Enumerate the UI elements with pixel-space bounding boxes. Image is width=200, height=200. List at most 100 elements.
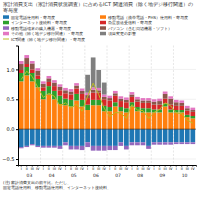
bar xyxy=(135,129,140,142)
bar xyxy=(113,91,118,93)
legend-label: 移動電話端末の購入機器・寄与度 xyxy=(11,26,71,31)
bar xyxy=(85,105,90,110)
bar xyxy=(141,98,146,100)
notes: (注) 家計消費支出の前年比。ただし、固定電話使用料、移動電話使用料、インターネ… xyxy=(3,180,111,190)
bar xyxy=(113,102,118,106)
x-tick-label: II xyxy=(70,167,72,171)
bar xyxy=(80,91,85,94)
bar xyxy=(85,75,90,93)
x-tick-label: IV xyxy=(191,167,195,171)
x-tick: IV xyxy=(169,165,173,171)
bar xyxy=(47,146,52,148)
bar xyxy=(118,99,123,101)
bar xyxy=(35,68,40,70)
grid xyxy=(18,69,196,159)
bar-series xyxy=(19,129,195,147)
y-tick: 0.5 xyxy=(7,96,18,102)
bar xyxy=(152,105,157,110)
bar xyxy=(102,111,107,129)
x-tick: I xyxy=(109,165,110,171)
x-tick: II xyxy=(181,165,183,171)
x-tick-label: I xyxy=(109,167,110,171)
x-tick: IV xyxy=(80,165,84,171)
bar xyxy=(74,86,79,89)
bar xyxy=(41,146,46,148)
bar xyxy=(130,92,135,94)
bar xyxy=(96,88,101,90)
bar xyxy=(30,69,35,73)
bar xyxy=(85,142,90,147)
bar xyxy=(69,100,74,107)
x-tick-label: II xyxy=(114,167,116,171)
x-tick: II xyxy=(48,165,50,171)
bar xyxy=(58,146,63,149)
x-tick-label: II xyxy=(159,167,161,171)
bar xyxy=(41,84,46,88)
bar xyxy=(35,87,40,129)
legend-swatch xyxy=(100,32,106,36)
bar xyxy=(124,100,129,102)
x-tick-label: I xyxy=(87,167,88,171)
x-tick-label: I xyxy=(43,167,44,171)
bar-series xyxy=(19,58,195,112)
x-tick-label: III xyxy=(53,167,56,171)
bar xyxy=(118,129,123,142)
bar-series xyxy=(19,67,195,118)
bar xyxy=(58,90,63,95)
bar xyxy=(168,109,173,112)
bar xyxy=(185,106,190,108)
x-tick-label: III xyxy=(186,167,189,171)
bar xyxy=(63,142,68,145)
bar xyxy=(96,70,101,88)
bar xyxy=(80,129,85,146)
y-tick-mark xyxy=(16,129,18,130)
bar xyxy=(52,146,57,148)
bar xyxy=(141,142,146,145)
note-line: (注) 家計消費支出の前年比。ただし、 xyxy=(3,180,71,185)
bar xyxy=(63,129,68,142)
legend-item: 移動電話（携帯電話・PHS）使用料・寄与度 xyxy=(100,15,188,20)
bar xyxy=(163,106,168,129)
x-tick-label: I xyxy=(21,167,22,171)
bar xyxy=(41,87,46,91)
bar xyxy=(118,111,123,129)
bar xyxy=(185,111,190,115)
legend-swatch-line xyxy=(3,39,9,40)
x-tick-label: IV xyxy=(58,167,62,171)
y-tick-mark xyxy=(16,99,18,100)
bar xyxy=(107,96,112,98)
x-tick-label: III xyxy=(119,167,122,171)
legend-label: ICT関連（除く地デジ移行関連）・寄与度 xyxy=(11,37,85,42)
bar xyxy=(58,129,63,146)
bar xyxy=(63,105,68,129)
group-label: 07 xyxy=(115,173,121,178)
bar xyxy=(80,89,85,91)
bar xyxy=(58,87,63,91)
bar xyxy=(174,100,179,102)
bar xyxy=(179,110,184,112)
bar xyxy=(24,55,29,58)
bar xyxy=(185,129,190,142)
bar xyxy=(19,61,24,64)
bar xyxy=(157,99,162,101)
bar xyxy=(74,94,79,101)
legend-swatch xyxy=(100,15,106,18)
legend-swatch xyxy=(3,21,9,25)
bar xyxy=(91,93,96,100)
bar xyxy=(190,118,195,129)
x-tick: IV xyxy=(125,165,129,171)
group-separator xyxy=(40,46,41,166)
bar xyxy=(47,76,52,78)
group-label: 09 xyxy=(159,173,165,178)
bar xyxy=(107,100,112,107)
bar xyxy=(152,142,157,144)
group-label: 05 xyxy=(71,173,77,178)
bar xyxy=(85,110,90,129)
x-tick-label: I xyxy=(154,167,155,171)
bar xyxy=(163,92,168,94)
bar xyxy=(168,129,173,142)
bar xyxy=(19,129,24,147)
bar xyxy=(179,129,184,142)
bar xyxy=(146,129,151,146)
bar xyxy=(152,129,157,142)
